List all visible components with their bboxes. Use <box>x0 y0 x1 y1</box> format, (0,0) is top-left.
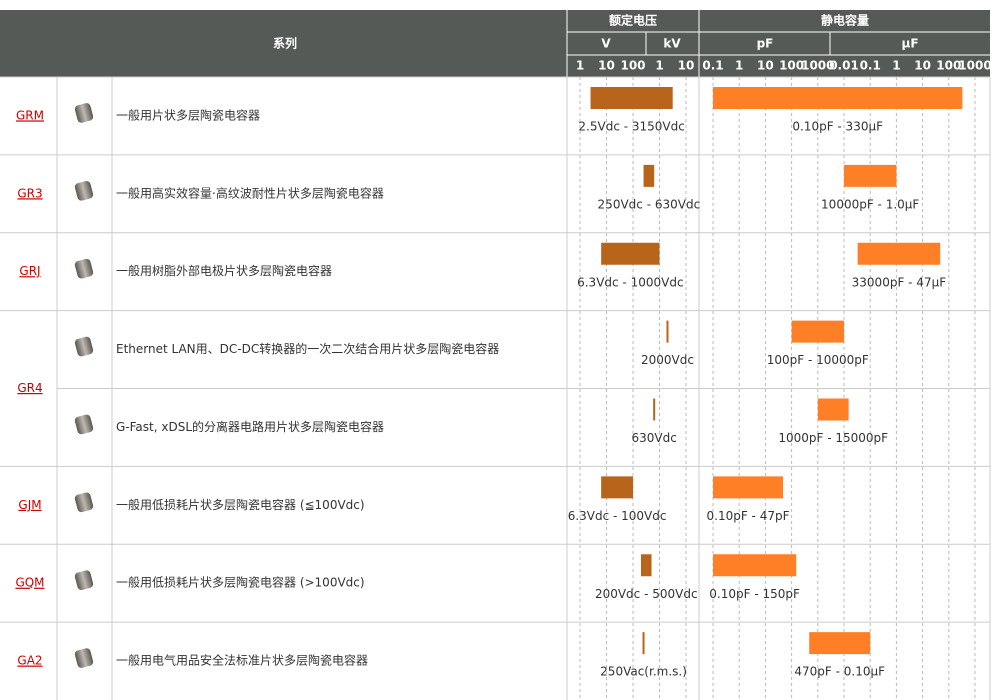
header-uf-unit: µF <box>901 37 918 51</box>
v-tick-label: 10 <box>598 59 615 73</box>
voltage-label: 2.5Vdc - 3150Vdc <box>578 120 684 134</box>
c-tick-label: 10 <box>914 59 931 73</box>
chip-icon <box>74 492 94 513</box>
voltage-label: 630Vdc <box>632 431 677 445</box>
capacitance-bar <box>791 320 844 343</box>
capacitance-label: 0.10pF - 330µF <box>792 120 883 134</box>
series-link[interactable]: GR3 <box>17 186 42 200</box>
c-tick-label: 100 <box>936 59 961 73</box>
voltage-label: 6.3Vdc - 1000Vdc <box>577 275 683 289</box>
header-v-unit: V <box>601 37 611 51</box>
voltage-label: 250Vac(r.m.s.) <box>600 665 687 679</box>
capacitance-bar <box>713 476 784 499</box>
series-link[interactable]: GA2 <box>17 654 42 668</box>
capacitance-label: 100pF - 10000pF <box>767 353 869 367</box>
voltage-bar <box>642 632 645 655</box>
header-bg <box>0 10 990 77</box>
description: 一般用低损耗片状多层陶瓷电容器 (≦100Vdc) <box>116 497 365 512</box>
series-link[interactable]: GR4 <box>17 381 42 395</box>
capacitance-label: 1000pF - 15000pF <box>778 431 888 445</box>
description: G-Fast, xDSL的分离器电路用片状多层陶瓷电容器 <box>116 419 384 434</box>
voltage-label: 2000Vdc <box>641 353 694 367</box>
series-link[interactable]: GRJ <box>19 264 40 278</box>
c-tick-label: 1000 <box>801 59 834 73</box>
c-tick-label: 1000 <box>958 59 991 73</box>
voltage-bar <box>590 87 673 109</box>
capacitance-bar <box>713 554 797 577</box>
series-link[interactable]: GQM <box>15 576 44 590</box>
description: 一般用电气用品安全法标准片状多层陶瓷电容器 <box>116 653 368 668</box>
voltage-bar <box>666 320 669 343</box>
header-series: 系列 <box>273 36 297 51</box>
c-tick-label: 0.1 <box>702 59 723 73</box>
header-kv-unit: kV <box>663 37 681 51</box>
chip-icon <box>74 103 94 123</box>
chip-icon <box>74 258 94 279</box>
v-tick-label: 100 <box>620 59 645 73</box>
voltage-label: 250Vdc - 630Vdc <box>598 197 701 211</box>
capacitance-bar <box>809 632 871 655</box>
capacitance-label: 470pF - 0.10µF <box>794 665 885 679</box>
capacitance-label: 33000pF - 47µF <box>852 275 947 289</box>
v-tick-label: 10 <box>678 59 695 73</box>
voltage-bar <box>601 476 633 499</box>
capacitance-bar <box>857 242 941 265</box>
capacitance-bar <box>844 164 897 187</box>
header-pf-unit: pF <box>757 37 774 51</box>
c-tick-label: 1 <box>892 59 900 73</box>
description: 一般用低损耗片状多层陶瓷电容器 (>100Vdc) <box>116 575 365 590</box>
capacitance-label: 0.10pF - 47pF <box>707 509 790 523</box>
v-tick-label: 1 <box>655 59 663 73</box>
c-tick-label: 0.1 <box>860 59 881 73</box>
voltage-label: 6.3Vdc - 100Vdc <box>568 509 667 523</box>
capacitance-label: 10000pF - 1.0µF <box>821 197 919 211</box>
c-tick-label: 1 <box>735 59 743 73</box>
v-tick-label: 1 <box>576 59 584 73</box>
capacitance-bar <box>817 398 849 421</box>
c-tick-label: 100 <box>779 59 804 73</box>
chip-icon <box>74 414 94 435</box>
header-voltage: 额定电压 <box>609 13 657 28</box>
voltage-bar <box>640 554 652 577</box>
chip-icon <box>74 336 94 357</box>
header-capacitance: 静电容量 <box>821 13 869 28</box>
voltage-bar <box>601 242 660 265</box>
description: 一般用高实效容量·高纹波耐性片状多层陶瓷电容器 <box>116 185 384 200</box>
capacitance-bar <box>713 87 963 109</box>
voltage-bar <box>653 398 656 421</box>
c-tick-label: 0.01 <box>829 59 859 73</box>
chip-icon <box>74 648 94 668</box>
chip-icon <box>74 570 94 591</box>
capacitance-label: 0.10pF - 150pF <box>709 587 800 601</box>
voltage-bar <box>643 164 655 187</box>
voltage-label: 200Vdc - 500Vdc <box>595 587 698 601</box>
c-tick-label: 10 <box>757 59 774 73</box>
chip-icon <box>74 180 94 201</box>
description: 一般用片状多层陶瓷电容器 <box>116 107 260 122</box>
header-lines <box>566 10 990 77</box>
series-link[interactable]: GJM <box>18 498 41 512</box>
description: 一般用树脂外部电极片状多层陶瓷电容器 <box>116 263 332 278</box>
description: Ethernet LAN用、DC-DC转换器的一次二次结合用片状多层陶瓷电容器 <box>116 341 499 356</box>
series-link[interactable]: GRM <box>16 108 44 122</box>
